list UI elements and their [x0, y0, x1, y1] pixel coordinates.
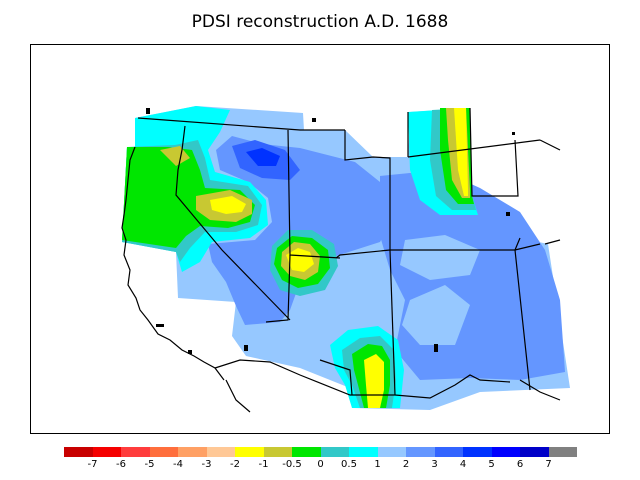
- state-border-9: [469, 107, 519, 197]
- canada-border: [137, 117, 345, 131]
- gulf-coast: [519, 379, 561, 401]
- contour-class-0-west: [122, 147, 255, 248]
- blank-area-north: [304, 113, 345, 130]
- canada-border-east: [407, 139, 541, 158]
- contour-class-2-pocket: [402, 285, 470, 345]
- colorbar-tick-label: -2: [230, 459, 240, 470]
- colorbar-swatch-2: [121, 447, 150, 457]
- colorbar: [64, 447, 577, 457]
- pdsi-map: [121, 106, 570, 413]
- colorbar-tick-label: -7: [87, 459, 98, 470]
- mexico-border: [214, 359, 511, 399]
- state-border-7: [514, 237, 531, 391]
- colorbar-tick-label: -6: [116, 459, 126, 470]
- contour-class-neg1-west: [210, 196, 246, 214]
- contour-class-1-nw: [160, 146, 190, 166]
- colorbar-swatch-12: [406, 447, 435, 457]
- state-border-11: [544, 239, 561, 245]
- colorbar-swatch-5: [206, 447, 235, 457]
- coastline: [121, 146, 225, 381]
- contour-class-2-pocket-b: [298, 290, 350, 335]
- colorbar-tick-label: 1: [374, 459, 381, 470]
- colorbar-tick-label: 4: [459, 459, 467, 470]
- colorbar-tick-label: 0.5: [341, 459, 357, 470]
- colorbar-swatch-0: [64, 447, 93, 457]
- state-border-5: [389, 249, 396, 396]
- colorbar-tick-label: 6: [516, 459, 524, 470]
- colorbar-tick-label: -4: [173, 459, 183, 470]
- colorbar-swatch-3: [149, 447, 178, 457]
- colorbar-swatch-6: [235, 447, 264, 457]
- colorbar-swatch-10: [349, 447, 378, 457]
- colorbar-tick-label: 3: [431, 459, 438, 470]
- state-border-1: [175, 125, 291, 321]
- colorbar-tick-label: 0: [317, 459, 324, 470]
- contour-class-5: [246, 148, 280, 166]
- colorbar-swatch-17: [548, 447, 577, 457]
- colorbar-tick-label: -5: [144, 459, 155, 470]
- colorbar-swatch-15: [491, 447, 520, 457]
- colorbar-tick-label: -3: [201, 459, 212, 470]
- colorbar-swatch-4: [178, 447, 207, 457]
- colorbar-tick-label: 7: [545, 459, 552, 470]
- colorbar-swatch-8: [292, 447, 321, 457]
- colorbar-tick-label: 5: [488, 459, 495, 470]
- colorbar-swatch-11: [377, 447, 406, 457]
- contour-class-2-pocket-c: [400, 235, 480, 280]
- colorbar-tick-label: 2: [402, 459, 410, 470]
- colorbar-swatch-9: [320, 447, 349, 457]
- boundaries: [121, 107, 561, 413]
- colorbar-swatch-1: [92, 447, 121, 457]
- colorbar-swatch-14: [463, 447, 492, 457]
- colorbar-ticks: -7 -6 -5 -4 -3 -2 -1 -0.5 0 0.5 1 2 3 4 5 6 7: [64, 459, 577, 473]
- map-title: PDSI reconstruction A.D. 1688: [191, 12, 449, 32]
- mexico-border-2: [319, 359, 353, 396]
- colorbar-swatch-7: [263, 447, 292, 457]
- colorbar-tick-label: -0.5: [282, 459, 302, 470]
- state-border-3: [287, 129, 341, 259]
- colorbar-tick-label: -1: [258, 459, 269, 470]
- baja-coast: [225, 379, 251, 413]
- state-border-10: [539, 139, 561, 151]
- state-border-6: [335, 249, 391, 259]
- colorbar-swatch-16: [520, 447, 549, 457]
- contour-class-neg1-ne: [454, 108, 468, 196]
- lakes: [146, 108, 515, 354]
- cyan-strip-ne-edge: [410, 112, 422, 150]
- state-border-2: [265, 254, 291, 323]
- contour-class-neg1-center: [286, 248, 314, 272]
- colorbar-swatch-13: [434, 447, 463, 457]
